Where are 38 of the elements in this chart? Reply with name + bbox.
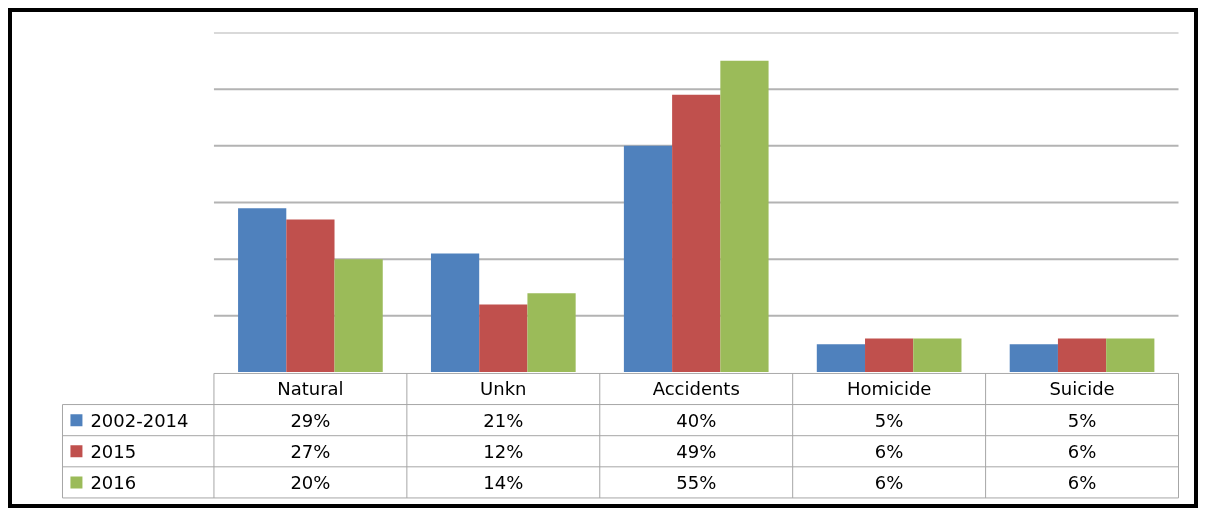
bar: [1106, 338, 1155, 372]
x-tick-label: Unkn: [480, 378, 527, 400]
x-tick-label: Accidents: [652, 378, 740, 400]
bar: [913, 338, 962, 372]
data-label: 6%: [874, 471, 904, 493]
data-label: 29%: [290, 409, 331, 431]
data-label: 21%: [483, 409, 524, 431]
bar: [865, 338, 914, 372]
bar: [1057, 338, 1107, 372]
data-label: 20%: [290, 471, 331, 493]
data-label: 5%: [874, 409, 904, 431]
legend-label: 2015: [90, 440, 137, 462]
data-label: 27%: [290, 440, 331, 462]
data-label: 6%: [874, 440, 904, 462]
bar: [286, 219, 335, 372]
data-label: 14%: [483, 471, 524, 493]
bar: [334, 259, 383, 372]
data-label: 55%: [676, 471, 717, 493]
data-label: 6%: [1067, 471, 1097, 493]
data-label: 5%: [1067, 409, 1097, 431]
x-tick-label: Suicide: [1049, 378, 1115, 400]
data-label: 12%: [483, 440, 524, 462]
data-label: 40%: [676, 409, 717, 431]
x-tick-label: Homicide: [846, 378, 932, 400]
legend-label: 2002-2014: [90, 409, 189, 431]
bar: [816, 344, 866, 372]
bar: [238, 208, 287, 372]
bar: [479, 304, 528, 372]
bar: [527, 293, 576, 372]
data-label: 49%: [676, 440, 717, 462]
bar: [430, 253, 480, 372]
bar: [1009, 344, 1058, 372]
bar: [623, 145, 673, 372]
bar: [720, 60, 769, 372]
bar: [672, 94, 721, 372]
legend-label: 2016: [90, 471, 137, 493]
x-tick-label: Natural: [277, 378, 344, 400]
data-label: 6%: [1067, 440, 1097, 462]
